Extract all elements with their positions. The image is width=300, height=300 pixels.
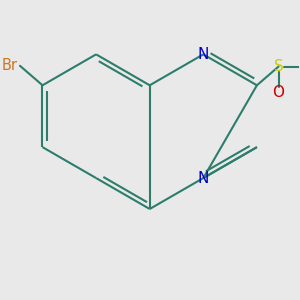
Text: O: O: [273, 85, 285, 100]
Text: S: S: [274, 59, 284, 74]
Text: Br: Br: [2, 58, 18, 73]
Text: N: N: [198, 47, 209, 62]
Text: N: N: [198, 171, 209, 186]
